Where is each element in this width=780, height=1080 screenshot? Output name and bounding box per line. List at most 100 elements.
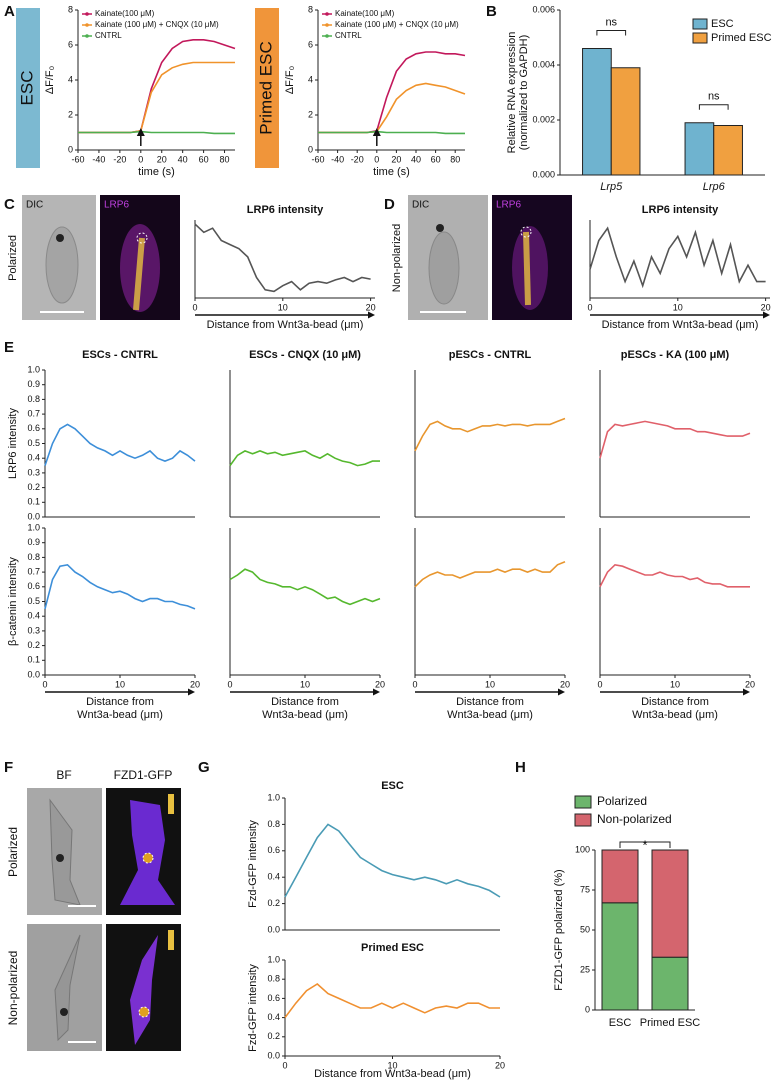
y-tick-label: 0.002 — [532, 114, 555, 124]
y-tick-label: 0.0 — [267, 924, 280, 934]
column-label: FZD1-GFP — [114, 768, 173, 782]
data-line — [318, 51, 466, 134]
panel-label: G — [198, 759, 210, 776]
image-label: LRP6 — [496, 200, 521, 211]
image-label: DIC — [26, 200, 43, 211]
bar — [713, 125, 743, 176]
data-line — [599, 563, 750, 588]
x-axis-label: Distance from — [641, 696, 709, 708]
x-tick-label: -60 — [311, 154, 324, 164]
bar-segment — [601, 849, 639, 904]
arrow-head — [368, 311, 375, 319]
y-tick-label: 0.1 — [27, 655, 40, 665]
y-tick-label: 1.0 — [267, 954, 280, 964]
arrow-head — [136, 128, 145, 136]
panel-label: E — [4, 339, 14, 356]
x-tick-label: 10 — [278, 302, 288, 312]
bar — [610, 67, 641, 176]
x-axis-label: Distance from — [456, 696, 524, 708]
y-tick-label: 0.7 — [27, 408, 40, 418]
y-tick-label: 0.3 — [27, 625, 40, 635]
y-tick-label: 0.3 — [27, 467, 40, 477]
y-tick-label: 0.006 — [532, 4, 555, 14]
y-tick-label: 0.4 — [27, 453, 40, 463]
chart-title: Primed ESC — [361, 942, 424, 954]
x-tick-label: ESC — [609, 1017, 632, 1029]
banner — [16, 8, 40, 168]
bead — [142, 852, 154, 864]
y-tick-label: 0.9 — [27, 379, 40, 389]
chart-title: LRP6 intensity — [642, 204, 719, 216]
legend-label: CNTRL — [95, 31, 122, 40]
x-tick-label: 80 — [220, 154, 230, 164]
y-tick-label: 1.0 — [267, 792, 280, 802]
x-tick-label: 0 — [587, 302, 592, 312]
banner — [255, 8, 279, 168]
bead — [56, 234, 64, 242]
y-tick-label: 0.6 — [27, 581, 40, 591]
cell-outline — [45, 226, 79, 304]
legend-label: ESC — [711, 18, 734, 30]
x-tick-label: 0 — [227, 679, 232, 689]
bead — [136, 232, 148, 244]
panel-label: F — [4, 759, 13, 776]
chart-title: ESC — [381, 780, 404, 792]
cell-outline — [428, 231, 460, 305]
x-axis-label: Distance from — [86, 696, 154, 708]
y-tick-label: 50 — [580, 924, 590, 934]
arrow-head — [558, 688, 565, 696]
arrow-head — [763, 311, 770, 319]
annotation: ns — [605, 16, 617, 28]
chart-title: ESCs - CNQX (10 μM) — [249, 349, 361, 361]
x-axis-label: Distance from Wnt3a-bead (μm) — [314, 1068, 471, 1080]
data-line — [78, 130, 235, 135]
y-tick-label: 8 — [308, 4, 313, 14]
y-tick-label: 0.2 — [27, 482, 40, 492]
y-axis-label: LRP6 intensity — [7, 408, 19, 479]
x-tick-label: 20 — [375, 679, 385, 689]
legend-marker — [85, 23, 89, 27]
chart-title: pESCs - CNTRL — [449, 349, 532, 361]
image-label: LRP6 — [104, 200, 129, 211]
data-line — [229, 568, 381, 606]
x-tick-label: 10 — [387, 1060, 397, 1070]
bar-segment — [651, 956, 689, 1011]
x-axis-label: time (s) — [138, 166, 175, 178]
legend-marker — [85, 12, 89, 16]
x-tick-label: 0 — [192, 302, 197, 312]
data-line — [229, 450, 380, 467]
x-tick-label: 20 — [391, 154, 401, 164]
banner-label: Primed ESC — [256, 41, 275, 135]
bead — [436, 224, 444, 232]
y-tick-label: 0 — [585, 1004, 590, 1014]
panel-label: A — [4, 3, 15, 20]
y-tick-label: 0.000 — [532, 169, 555, 179]
y-tick-label: 0.8 — [27, 394, 40, 404]
y-tick-label: 75 — [580, 884, 590, 894]
y-tick-label: 1.0 — [27, 364, 40, 374]
arrow-head — [372, 128, 381, 136]
x-tick-label: 0 — [374, 154, 379, 164]
x-tick-label: Lrp6 — [703, 181, 726, 193]
data-line — [44, 563, 196, 610]
legend-marker — [325, 23, 329, 27]
y-tick-label: 2 — [68, 109, 73, 119]
y-tick-label: 0.7 — [27, 566, 40, 576]
y-tick-label: 1.0 — [27, 522, 40, 532]
y-tick-label: 0 — [68, 144, 73, 154]
data-line — [284, 823, 501, 898]
data-line — [194, 223, 371, 293]
legend-label: CNTRL — [335, 31, 362, 40]
data-line — [78, 61, 235, 134]
x-axis-label: Distance from — [271, 696, 339, 708]
x-tick-label: 20 — [366, 302, 376, 312]
data-line — [44, 423, 196, 466]
y-axis-label: FZD1-GFP polarized (%) — [553, 869, 565, 990]
x-tick-label: 20 — [560, 679, 570, 689]
x-tick-label: 80 — [450, 154, 460, 164]
x-tick-label: 10 — [485, 679, 495, 689]
y-axis-label: Relative RNA expression — [506, 32, 518, 154]
y-axis-label: Fzd-GFP intensity — [247, 964, 259, 1052]
panel-label: C — [4, 196, 15, 213]
legend-label: Kainate(100 μM) — [335, 9, 395, 18]
